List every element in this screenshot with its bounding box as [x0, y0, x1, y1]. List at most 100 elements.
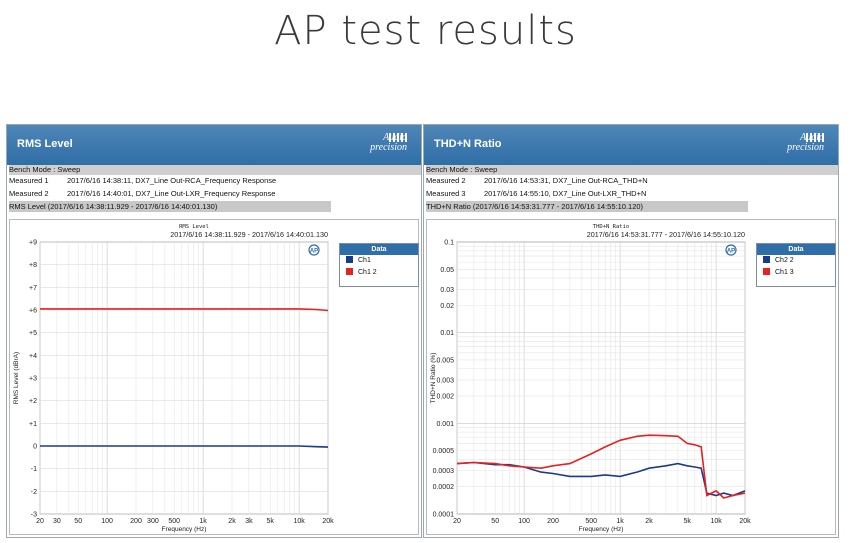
y-tick-label: 0.0003 — [433, 468, 455, 475]
x-tick-label: 3k — [245, 518, 253, 525]
legend: Data Ch1 Ch1 2 — [339, 243, 419, 287]
range-label: RMS Level (2017/6/16 14:38:11.929 - 2017… — [9, 201, 331, 212]
x-tick-label: 50 — [74, 518, 82, 525]
legend-title: Data — [340, 244, 418, 255]
x-tick-label: 200 — [130, 518, 142, 525]
y-tick-label: -2 — [31, 489, 37, 496]
panel-header: THD+N Ratio Audio precision — [424, 125, 838, 165]
measured-row: Measured 3 2017/6/16 14:55:10, DX7_Line O… — [426, 189, 647, 198]
x-tick-label: 30 — [53, 518, 61, 525]
y-tick-label: +9 — [29, 240, 37, 247]
y-tick-label: +5 — [29, 330, 37, 337]
y-tick-label: +2 — [29, 398, 37, 405]
y-tick-label: +6 — [29, 308, 37, 315]
y-tick-label: 0.005 — [436, 357, 454, 364]
ap-mark-text: AP — [310, 249, 318, 255]
range-label: THD+N Ratio (2017/6/16 14:53:31.777 - 20… — [426, 201, 748, 212]
x-tick-label: 1k — [199, 518, 207, 525]
x-tick-label: 5k — [266, 518, 274, 525]
y-tick-label: 0.002 — [436, 394, 454, 401]
x-axis-label: Frequency (Hz) — [162, 526, 207, 533]
legend-swatch — [763, 256, 770, 263]
bench-mode: Bench Mode : Sweep — [426, 165, 838, 175]
y-tick-label: -3 — [31, 512, 37, 519]
page-title: AP test results — [274, 8, 577, 54]
x-tick-label: 20 — [36, 518, 44, 525]
x-tick-label: 1k — [616, 518, 624, 525]
series-line-ch1 — [40, 445, 329, 448]
x-tick-label: 20 — [453, 518, 461, 525]
y-tick-label: 0.02 — [440, 303, 454, 310]
chart-subtitle: 2017/6/16 14:38:11.929 - 2017/6/16 14:40… — [170, 230, 328, 239]
y-tick-label: +1 — [29, 421, 37, 428]
legend-item: Ch1 — [340, 255, 418, 267]
panel-header: RMS Level Audio precision — [7, 125, 421, 165]
series-line-ch1-3 — [456, 434, 746, 499]
y-axis-label: THD+N Ratio (%) — [430, 353, 437, 404]
y-axis-label: RMS Level (dBrA) — [13, 352, 20, 404]
legend-item: Ch2 2 — [757, 255, 835, 267]
x-tick-label: 100 — [518, 518, 530, 525]
thdn-ratio-panel: THD+N Ratio Audio precision Bench Mode :… — [423, 124, 839, 538]
y-tick-label: 0.1 — [444, 240, 454, 247]
y-tick-label: 0.03 — [440, 287, 454, 294]
y-tick-label: 0 — [33, 444, 37, 451]
y-tick-label: +4 — [29, 353, 37, 360]
x-tick-label: 20k — [739, 518, 751, 525]
y-tick-label: 0.0002 — [433, 484, 455, 491]
x-tick-label: 300 — [147, 518, 159, 525]
audio-precision-logo: Audio precision — [349, 133, 407, 157]
ap-mark-icon — [725, 244, 737, 256]
x-tick-label: 50 — [491, 518, 499, 525]
rms-level-chart: -3 -2 -1 0 +1 +2 +3 +4 +5 +6 +7 +8 +9 20 30 50 100 200 300… — [13, 224, 334, 533]
chart-subtitle: 2017/6/16 14:53:31.777 - 2017/6/16 14:55… — [587, 230, 745, 239]
panel-title: THD+N Ratio — [434, 138, 502, 150]
rms-level-panel: RMS Level Audio precision Bench Mode : S… — [6, 124, 422, 538]
audio-precision-logo: Audio precision — [766, 133, 824, 157]
y-tick-label: 0.05 — [440, 267, 454, 274]
legend-swatch — [346, 256, 353, 263]
measured-row: Measured 2 2017/6/16 14:53:31, DX7_Line O… — [426, 176, 648, 185]
measured-row: Measured 1 2017/6/16 14:38:11, DX7_Line O… — [9, 176, 277, 185]
x-tick-label: 10k — [710, 518, 722, 525]
y-tick-label: +3 — [29, 376, 37, 383]
y-tick-label: -1 — [31, 466, 37, 473]
plot-area: 0.0001 0.0002 0.0003 0.0005 0.001 0.002 0.003 0… — [426, 219, 836, 535]
x-tick-label: 2k — [645, 518, 653, 525]
x-tick-label: 100 — [101, 518, 113, 525]
x-tick-label: 20k — [322, 518, 334, 525]
y-tick-label: 0.001 — [436, 421, 454, 428]
y-tick-label: 0.0005 — [433, 448, 455, 455]
y-tick-label: 0.0001 — [433, 512, 455, 519]
x-tick-label: 500 — [585, 518, 597, 525]
legend-swatch — [763, 268, 770, 275]
bench-mode: Bench Mode : Sweep — [9, 165, 421, 175]
x-tick-label: 200 — [547, 518, 559, 525]
legend-item: Ch1 2 — [340, 267, 418, 279]
y-tick-label: 0.01 — [440, 330, 454, 337]
ap-mark-text: AP — [727, 249, 735, 255]
ap-mark-icon — [308, 244, 320, 256]
plot-area: -3 -2 -1 0 +1 +2 +3 +4 +5 +6 +7 +8 +9 20 30 50 100 200 300… — [9, 219, 419, 535]
y-tick-label: +8 — [29, 262, 37, 269]
series-line-ch1-2 — [40, 308, 329, 312]
x-tick-label: 10k — [293, 518, 305, 525]
x-tick-label: 500 — [168, 518, 180, 525]
chart-title: THD+N Ratio — [593, 224, 629, 230]
x-tick-label: 5k — [683, 518, 691, 525]
chart-title: RMS Level — [179, 224, 209, 230]
x-tick-label: 2k — [228, 518, 236, 525]
measurement-info: Bench Mode : Sweep Measured 1 2017/6/16 1… — [7, 165, 421, 212]
legend-item: Ch1 3 — [757, 267, 835, 279]
x-axis-label: Frequency (Hz) — [579, 526, 624, 533]
legend: Data Ch2 2 Ch1 3 — [756, 243, 836, 287]
legend-swatch — [346, 268, 353, 275]
measurement-info: Bench Mode : Sweep Measured 2 2017/6/16 1… — [424, 165, 838, 212]
legend-title: Data — [757, 244, 835, 255]
measured-row: Measured 2 2017/6/16 14:40:01, DX7_Line O… — [9, 189, 276, 198]
panel-title: RMS Level — [17, 138, 73, 150]
y-tick-label: 0.003 — [436, 378, 454, 385]
plot-frame — [456, 241, 746, 515]
y-tick-label: +7 — [29, 285, 37, 292]
thdn-ratio-chart: 0.0001 0.0002 0.0003 0.0005 0.001 0.002 0.003 0… — [430, 224, 751, 533]
